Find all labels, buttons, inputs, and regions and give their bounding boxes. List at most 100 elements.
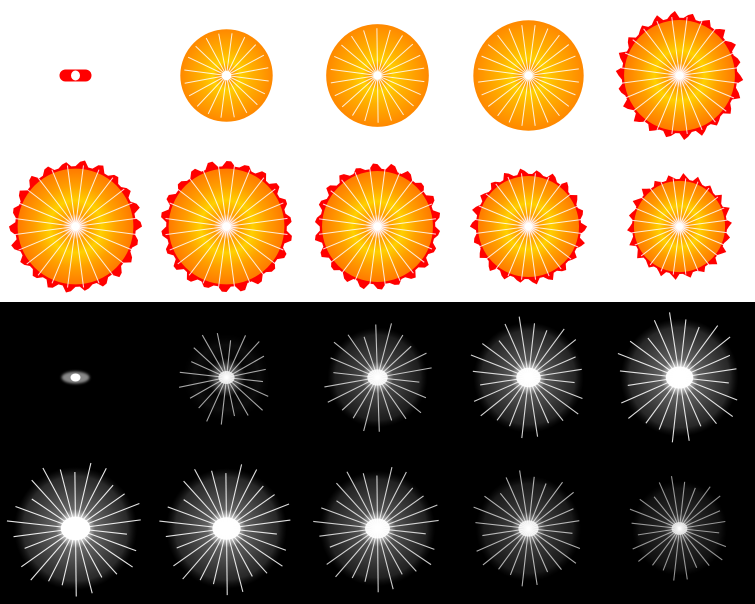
light-ray [377, 75, 404, 116]
light-ray [679, 187, 710, 227]
light-ray [377, 226, 433, 250]
light-ray [481, 75, 529, 96]
explosion-frame-grayscale-7 [159, 464, 291, 596]
glow-ray [346, 471, 378, 529]
light-ray [330, 190, 378, 227]
light-ray [75, 226, 137, 235]
glow-ray [226, 377, 263, 411]
explosion-frame-color-10 [627, 173, 732, 280]
light-ray [649, 226, 680, 266]
light-ray [656, 75, 680, 131]
light-ray [377, 179, 414, 227]
glow-ray [377, 377, 422, 414]
light-ray [528, 226, 572, 260]
light-ray [184, 75, 227, 84]
explosion-frame-color-1 [59, 69, 92, 82]
light-ray [377, 54, 421, 76]
light-ray [75, 202, 133, 227]
light-ray [354, 171, 378, 227]
light-ray [497, 34, 529, 76]
fireball-core [222, 222, 231, 231]
light-ray [75, 226, 125, 265]
glow-ray [638, 528, 680, 562]
light-ray [656, 20, 680, 76]
glow-ray [639, 498, 680, 529]
light-ray [226, 188, 276, 227]
glow-ray [518, 316, 530, 378]
light-ray [508, 28, 529, 76]
light-ray [202, 226, 227, 284]
light-ray [226, 177, 265, 227]
light-ray [226, 202, 284, 227]
fireball-core [221, 70, 232, 81]
light-ray [377, 75, 414, 107]
glow-ray [527, 476, 535, 529]
light-ray [634, 207, 680, 227]
light-ray [187, 56, 227, 76]
light-ray [226, 226, 288, 235]
light-ray [75, 177, 114, 227]
light-ray [521, 226, 529, 280]
glow-ray [521, 528, 530, 587]
light-ray [528, 68, 579, 76]
light-ray [475, 219, 529, 227]
light-ray [66, 165, 76, 227]
light-ray [322, 226, 378, 250]
light-ray [51, 226, 76, 284]
fireball-core [373, 71, 382, 80]
light-ray [528, 75, 536, 126]
glow-ray [678, 528, 698, 568]
glow-core [518, 520, 539, 537]
light-ray [679, 75, 735, 99]
light-ray [226, 75, 235, 118]
light-ray [226, 67, 269, 76]
light-ray [528, 226, 550, 277]
spark-core [71, 70, 80, 81]
glow-ray [632, 527, 680, 550]
light-ray [679, 226, 699, 272]
light-ray [528, 55, 576, 76]
light-ray [75, 226, 100, 284]
glow-ray [678, 487, 696, 529]
glow-ray [473, 506, 529, 530]
explosion-frame-grayscale-10 [629, 476, 727, 581]
glow-core [212, 517, 241, 540]
glow-ray [363, 377, 379, 432]
glow-ray [679, 486, 711, 529]
light-ray [330, 68, 378, 76]
glow-ray [376, 528, 394, 590]
light-ray [18, 202, 76, 227]
glow-core [665, 366, 694, 389]
glow-ray [226, 377, 249, 416]
light-ray [75, 226, 114, 276]
glow-ray [178, 376, 227, 388]
glow-core [365, 518, 390, 539]
glow-ray [376, 466, 393, 529]
glow-ray [679, 527, 727, 548]
light-ray [226, 226, 236, 288]
light-ray [528, 34, 560, 76]
light-ray [679, 17, 688, 76]
light-ray [377, 75, 425, 83]
light-ray [322, 203, 378, 227]
light-ray [377, 218, 436, 227]
light-ray [508, 75, 529, 123]
light-ray [528, 75, 549, 123]
glow-ray [528, 491, 574, 529]
light-ray [679, 75, 727, 112]
light-ray [351, 35, 378, 76]
light-ray [165, 226, 227, 236]
light-ray [195, 45, 227, 76]
light-ray [188, 177, 227, 227]
light-ray [377, 35, 403, 76]
light-ray [169, 226, 227, 251]
glow-ray [662, 528, 681, 571]
light-ray [660, 226, 680, 272]
glow-core [367, 369, 388, 386]
light-ray [679, 219, 728, 227]
light-ray [377, 203, 433, 227]
explosion-frame-grayscale-5 [617, 312, 739, 443]
light-ray [37, 177, 76, 227]
light-ray [528, 25, 536, 76]
